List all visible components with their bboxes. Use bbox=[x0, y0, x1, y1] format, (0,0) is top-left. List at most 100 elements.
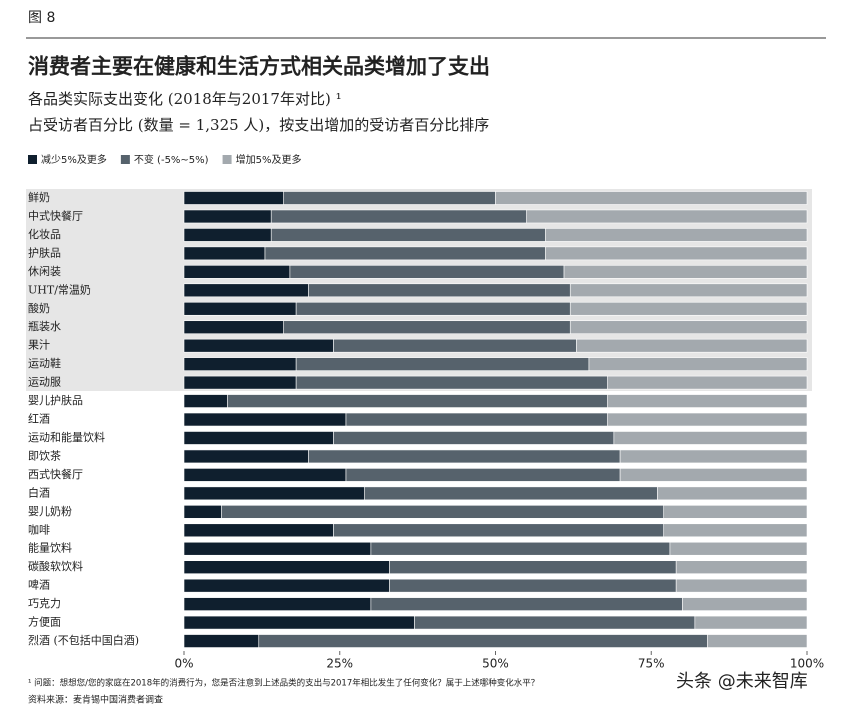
bar-segment bbox=[657, 486, 808, 501]
bar-segment bbox=[289, 265, 565, 279]
bar-segment bbox=[183, 468, 347, 482]
y-tick-label: 红酒 bbox=[28, 413, 50, 426]
source: 资料来源：麦肯锡中国消费者调查 bbox=[28, 694, 163, 706]
bar-segment bbox=[221, 505, 665, 519]
y-tick-label: 运动鞋 bbox=[28, 356, 61, 370]
bar-segment bbox=[183, 357, 297, 371]
bar-segment bbox=[588, 357, 808, 371]
y-tick-label: 婴儿奶粉 bbox=[28, 504, 72, 518]
bar-segment bbox=[370, 597, 683, 611]
bar-segment bbox=[183, 394, 228, 408]
y-tick-label: UHT/常温奶 bbox=[28, 282, 91, 296]
subtitle: 各品类实际支出变化 (2018年与2017年对比) ¹ bbox=[28, 90, 342, 108]
bar-segment bbox=[333, 431, 615, 445]
x-tick-label: 25% bbox=[326, 657, 353, 671]
bar-segment bbox=[295, 357, 590, 371]
bar-segment bbox=[607, 412, 808, 427]
bar-segment bbox=[495, 191, 808, 205]
bar-segment bbox=[258, 634, 708, 648]
y-tick-label: 方便面 bbox=[28, 615, 61, 629]
bar-segment bbox=[389, 560, 677, 575]
bar-segment bbox=[619, 468, 808, 482]
y-tick-label: 化妆品 bbox=[28, 227, 61, 241]
bar-segment bbox=[569, 283, 808, 298]
bar-segment bbox=[563, 265, 808, 279]
bar-segment bbox=[370, 541, 671, 556]
bar-segment bbox=[526, 209, 808, 224]
bar-segment bbox=[270, 209, 527, 224]
bar-segment bbox=[183, 449, 309, 464]
legend-swatch bbox=[28, 155, 37, 164]
bar-segment bbox=[576, 338, 808, 353]
legend-swatch bbox=[222, 155, 232, 164]
y-tick-label: 果汁 bbox=[28, 339, 50, 352]
legend-label: 增加5%及更多 bbox=[236, 153, 302, 166]
bar-segment bbox=[183, 338, 334, 353]
bar-segment bbox=[308, 283, 571, 298]
bar-segment bbox=[308, 449, 621, 464]
bar-segment bbox=[389, 578, 677, 593]
bar-segment bbox=[227, 394, 608, 408]
bar-segment bbox=[264, 246, 546, 261]
bar-segment bbox=[607, 375, 808, 390]
y-tick-label: 运动和能量饮料 bbox=[28, 430, 105, 444]
x-tick-label: 100% bbox=[790, 657, 824, 671]
bar-segment bbox=[675, 578, 808, 593]
footnote: ¹ 问题：想想您/您的家庭在2018年的消费行为，您是否注意到上述品类的支出与2… bbox=[28, 678, 539, 689]
bar-segment bbox=[183, 634, 260, 648]
bar-segment bbox=[283, 191, 496, 205]
y-tick-label: 酸奶 bbox=[28, 301, 50, 315]
y-tick-label: 能量饮料 bbox=[28, 541, 72, 555]
bar-segment bbox=[270, 228, 546, 242]
bar-segment bbox=[183, 320, 284, 335]
bar-segment bbox=[663, 523, 808, 538]
figure-label: 图 8 bbox=[28, 10, 55, 26]
bar-segment bbox=[414, 615, 696, 630]
bar-segment bbox=[569, 301, 808, 316]
y-tick-label: 休闲装 bbox=[28, 264, 61, 278]
y-tick-label: 碳酸软饮料 bbox=[28, 559, 83, 573]
y-tick-label: 护肤品 bbox=[28, 245, 61, 259]
bar-segment bbox=[694, 615, 808, 630]
bar-segment bbox=[183, 523, 334, 538]
bar-segment bbox=[183, 375, 297, 390]
bar-segment bbox=[613, 431, 808, 445]
y-tick-label: 巧克力 bbox=[28, 597, 61, 610]
bar-segment bbox=[682, 597, 808, 611]
bar-segment bbox=[663, 505, 808, 519]
bar-segment bbox=[283, 320, 571, 335]
bar-segment bbox=[364, 486, 658, 501]
bar-segment bbox=[183, 578, 390, 593]
bar-segment bbox=[183, 615, 415, 630]
y-tick-label: 西式快餐厅 bbox=[28, 467, 83, 481]
bar-segment bbox=[183, 191, 284, 205]
bar-segment bbox=[707, 634, 808, 648]
y-tick-label: 白酒 bbox=[28, 485, 50, 499]
bar-segment bbox=[545, 246, 808, 261]
bar-segment bbox=[333, 523, 665, 538]
bar-segment bbox=[183, 597, 372, 611]
bar-segment bbox=[183, 505, 222, 519]
y-tick-label: 婴儿护肤品 bbox=[28, 393, 83, 407]
bar-segment bbox=[669, 541, 808, 556]
y-tick-label: 即饮茶 bbox=[28, 449, 61, 462]
bar-segment bbox=[183, 412, 347, 427]
x-tick-label: 50% bbox=[482, 657, 509, 671]
chart-title: 消费者主要在健康和生活方式相关品类增加了支出 bbox=[28, 54, 490, 79]
y-tick-label: 啤酒 bbox=[28, 578, 50, 592]
bar-segment bbox=[183, 541, 372, 556]
bar-segment bbox=[183, 560, 390, 575]
y-tick-label: 烈酒 (不包括中国白酒) bbox=[28, 633, 139, 647]
bar-segment bbox=[183, 301, 297, 316]
legend-swatch bbox=[120, 155, 130, 164]
bar-segment bbox=[183, 431, 334, 445]
bar-segment bbox=[333, 338, 577, 353]
bar-segment bbox=[619, 449, 808, 464]
legend-label: 不变 (-5%~5%) bbox=[134, 153, 209, 166]
bar-segment bbox=[183, 209, 272, 224]
bar-segment bbox=[345, 468, 621, 482]
x-tick-label: 0% bbox=[174, 657, 193, 671]
bar-segment bbox=[545, 228, 808, 242]
legend-label: 减少5%及更多 bbox=[41, 153, 107, 166]
